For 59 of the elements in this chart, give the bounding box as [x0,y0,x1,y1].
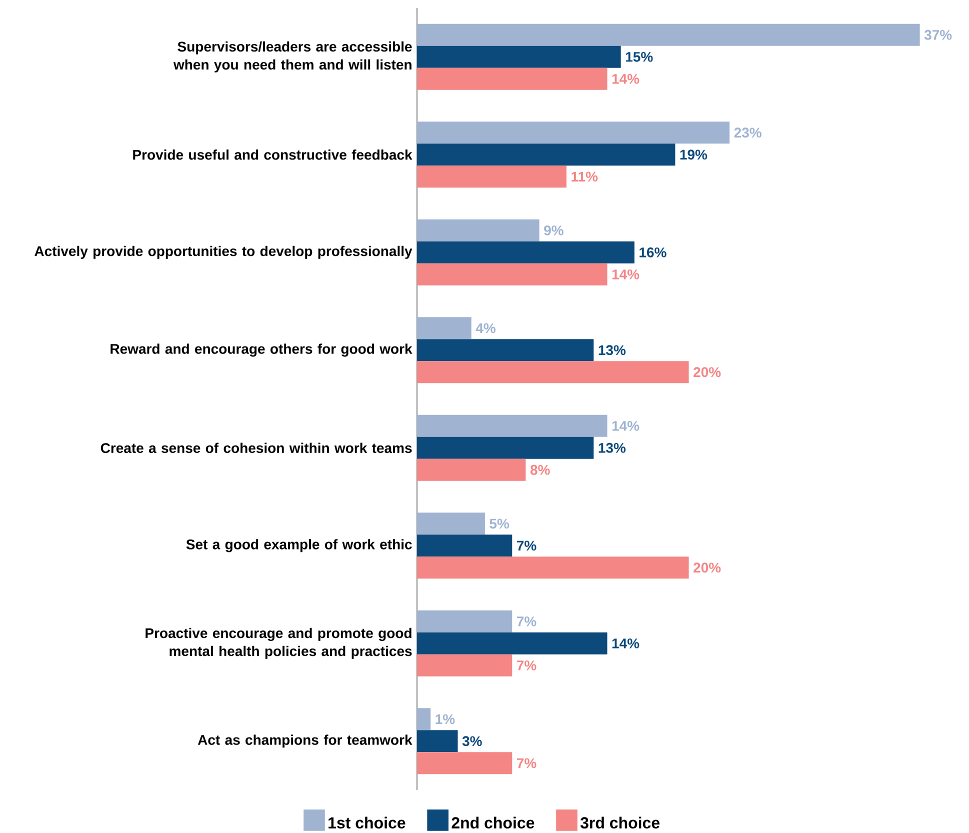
data-label: 11% [572,172,598,182]
y-tick-label: Create a sense of cohesion within work teams [100,442,412,454]
y-tick-label: Supervisors/leaders are accessible when you need them and will listen [173,41,412,72]
bar [417,458,526,481]
bar [417,556,689,579]
data-label: 13% [598,345,626,356]
bar [417,752,512,774]
bar [417,122,730,144]
bar [417,708,431,730]
bar [417,166,566,188]
y-tick-label: Actively provide opportunities to develop professionally [34,246,412,259]
data-label: 15% [626,52,653,62]
bar [417,68,608,90]
data-label: 5% [490,518,510,529]
bar [417,414,608,437]
y-tick-label: Set a good example of work ethic [186,539,412,552]
data-label: 1% [436,714,455,724]
y-tick-label: Reward and encourage others for good work [110,344,412,357]
data-label: 13% [598,442,626,453]
data-label: 7% [517,758,536,768]
data-label: 16% [640,247,666,258]
legend-label: 1st choice [328,816,406,828]
bar [417,436,594,459]
data-label: 14% [612,638,640,648]
y-tick-label: Proactive encourage and promote good mental health policies and practices [146,628,412,659]
bar [417,654,512,676]
bar [417,339,594,362]
bar [417,46,621,68]
bar [417,263,608,286]
y-tick-label: Provide useful and constructive feedback [133,149,412,160]
data-label: 9% [544,225,564,236]
bar [417,241,634,264]
data-label: 4% [476,323,496,334]
legend-label: 3rd choice [580,816,660,829]
data-label: 20% [694,562,721,573]
data-label: 14% [612,269,640,280]
legend-label: 2nd choice [452,816,534,828]
bar [417,610,512,632]
data-label: 37% [924,30,952,40]
bar [417,317,472,340]
data-label: 7% [517,616,536,626]
data-label: 14% [612,420,640,431]
bar [417,361,689,384]
bar [417,534,512,557]
data-label: 19% [680,150,708,160]
bar [417,144,676,166]
data-label: 7% [517,540,536,551]
data-label: 23% [734,128,762,138]
bar [417,512,485,535]
data-label: 20% [694,367,721,378]
bar [417,24,920,46]
y-tick-label: Act as champions for teamwork [198,734,412,748]
bar [417,730,458,752]
bar [417,219,540,242]
bar [417,632,608,654]
data-label: 3% [462,736,482,746]
data-label: 14% [612,74,640,84]
data-label: 7% [517,660,536,670]
data-label: 8% [530,464,550,475]
